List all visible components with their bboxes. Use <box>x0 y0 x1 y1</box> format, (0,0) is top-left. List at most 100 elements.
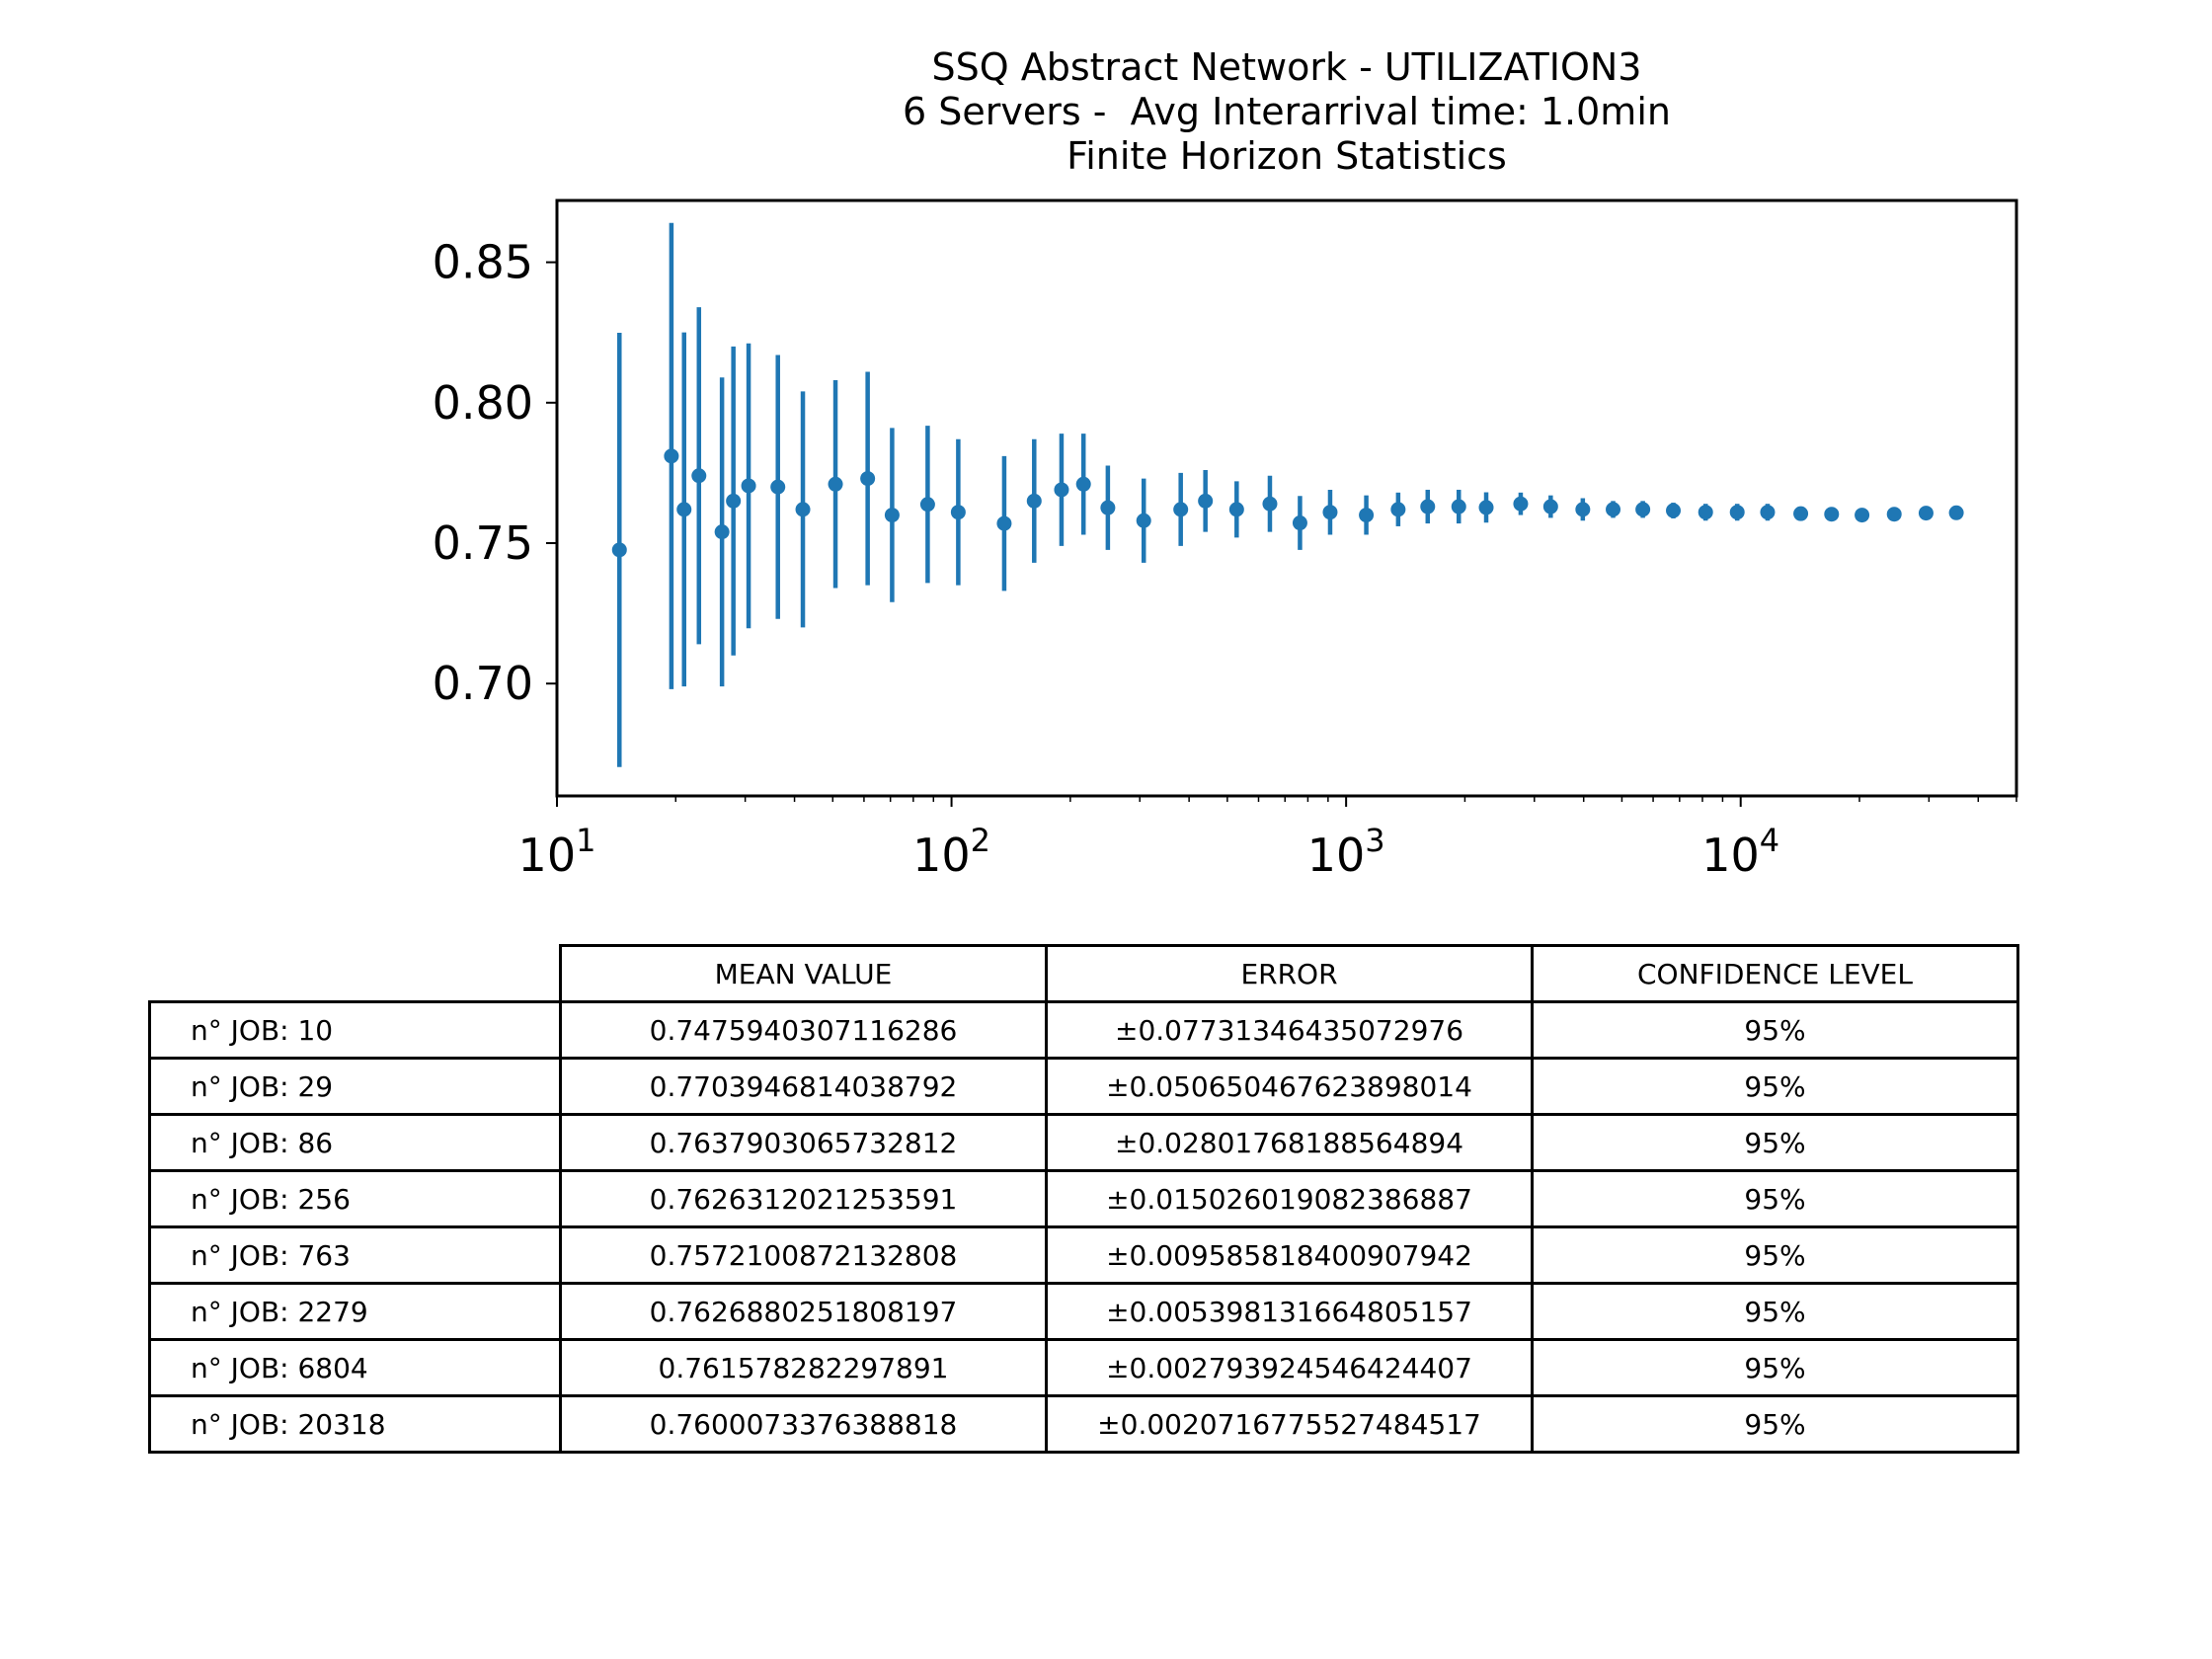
statistics-table: MEAN VALUE ERROR CONFIDENCE LEVEL n° JOB… <box>148 944 2019 1454</box>
data-marks <box>611 222 1964 767</box>
error-cell: ±0.0020716775527484517 <box>1045 1394 1534 1454</box>
data-point <box>1760 505 1776 520</box>
confidence-cell: 95% <box>1531 1000 2019 1060</box>
data-point <box>884 508 900 523</box>
data-point <box>1075 476 1091 492</box>
mean-cell: 0.761578282297891 <box>559 1338 1048 1397</box>
error-cell: ±0.07731346435072976 <box>1045 1000 1534 1060</box>
x-tick-label: 102 <box>912 822 990 882</box>
confidence-cell: 95% <box>1531 1113 2019 1172</box>
data-point <box>1886 507 1902 522</box>
data-point <box>1100 500 1116 515</box>
confidence-cell: 95% <box>1531 1394 2019 1454</box>
axis-ticks: 0.70 0.75 0.80 0.85 101 102 103 104 <box>433 236 2017 882</box>
confidence-cell: 95% <box>1531 1169 2019 1228</box>
data-point <box>1136 513 1151 528</box>
data-point <box>611 542 627 558</box>
mean-cell: 0.7626880251808197 <box>559 1282 1048 1341</box>
x-tick-label: 103 <box>1307 822 1385 882</box>
confidence-cell: 95% <box>1531 1225 2019 1285</box>
data-point <box>1262 496 1278 512</box>
table-row: n° JOB: 10 0.7475940307116286 ±0.0773134… <box>148 1000 2019 1060</box>
data-point <box>1855 508 1870 523</box>
table-row: n° JOB: 763 0.7572100872132808 ±0.009585… <box>148 1225 2019 1285</box>
x-tick-label: 101 <box>518 822 596 882</box>
data-point <box>741 478 756 494</box>
error-cell: ±0.015026019082386887 <box>1045 1169 1534 1228</box>
data-point <box>1666 503 1682 518</box>
data-point <box>1390 502 1406 517</box>
table-row: n° JOB: 2279 0.7626880251808197 ±0.00539… <box>148 1282 2019 1341</box>
error-cell: ±0.050650467623898014 <box>1045 1057 1534 1116</box>
data-point <box>860 471 876 487</box>
table-row: n° JOB: 20318 0.7600073376388818 ±0.0020… <box>148 1394 2019 1454</box>
table-row: n° JOB: 86 0.7637903065732812 ±0.0280176… <box>148 1113 2019 1172</box>
data-point <box>996 515 1012 531</box>
confidence-cell: 95% <box>1531 1338 2019 1397</box>
y-tick-label: 0.75 <box>433 516 533 570</box>
data-point <box>919 497 935 513</box>
data-point <box>1918 506 1934 521</box>
confidence-cell: 95% <box>1531 1057 2019 1116</box>
data-point <box>1606 502 1621 517</box>
data-point <box>770 479 786 495</box>
data-point <box>828 476 843 492</box>
chart-title: SSQ Abstract Network - UTILIZATION3 6 Se… <box>557 45 2016 179</box>
data-point <box>714 524 730 540</box>
data-point <box>1322 505 1338 520</box>
header-confidence-level: CONFIDENCE LEVEL <box>1531 944 2019 1003</box>
data-point <box>1478 500 1494 515</box>
plot-frame <box>555 198 2018 798</box>
mean-cell: 0.7572100872132808 <box>559 1225 1048 1285</box>
y-tick-label: 0.80 <box>433 376 533 430</box>
y-tick-label: 0.70 <box>433 657 533 710</box>
data-point <box>1575 502 1591 517</box>
data-point <box>1228 502 1244 517</box>
data-point <box>1451 499 1466 514</box>
error-cell: ±0.009585818400907942 <box>1045 1225 1534 1285</box>
row-label: n° JOB: 256 <box>148 1169 562 1228</box>
data-point <box>1635 502 1651 517</box>
data-point <box>676 502 692 517</box>
table-row: n° JOB: 29 0.7703946814038792 ±0.0506504… <box>148 1057 2019 1116</box>
data-point <box>1420 499 1436 514</box>
data-point <box>795 502 811 517</box>
data-point <box>1729 505 1745 520</box>
row-label: n° JOB: 86 <box>148 1113 562 1172</box>
data-point <box>1026 493 1042 509</box>
row-label: n° JOB: 10 <box>148 1000 562 1060</box>
data-point <box>950 505 966 520</box>
data-point <box>1173 502 1189 517</box>
header-mean-value: MEAN VALUE <box>559 944 1048 1003</box>
data-point <box>726 493 742 509</box>
row-label: n° JOB: 29 <box>148 1057 562 1116</box>
table-corner-cell <box>150 946 561 1002</box>
data-point <box>1198 493 1214 509</box>
mean-cell: 0.7626312021253591 <box>559 1169 1048 1228</box>
data-point <box>1793 506 1809 521</box>
row-label: n° JOB: 20318 <box>148 1394 562 1454</box>
error-cell: ±0.002793924546424407 <box>1045 1338 1534 1397</box>
x-tick-label: 104 <box>1701 822 1779 882</box>
row-label: n° JOB: 763 <box>148 1225 562 1285</box>
row-label: n° JOB: 6804 <box>148 1338 562 1397</box>
row-label: n° JOB: 2279 <box>148 1282 562 1341</box>
chart-title-line-1: SSQ Abstract Network - UTILIZATION3 <box>931 45 1642 89</box>
data-point <box>1292 515 1307 531</box>
data-point <box>1698 505 1713 520</box>
data-point <box>1824 507 1840 522</box>
data-point <box>1054 482 1069 498</box>
data-point <box>1948 505 1964 520</box>
data-point <box>691 468 707 484</box>
data-point <box>664 448 679 464</box>
confidence-cell: 95% <box>1531 1282 2019 1341</box>
mean-cell: 0.7637903065732812 <box>559 1113 1048 1172</box>
mean-cell: 0.7475940307116286 <box>559 1000 1048 1060</box>
data-point <box>1359 508 1375 523</box>
data-point <box>1513 496 1529 512</box>
error-cell: ±0.005398131664805157 <box>1045 1282 1534 1341</box>
data-point <box>1542 499 1558 514</box>
y-tick-label: 0.85 <box>433 236 533 289</box>
table-row: n° JOB: 256 0.7626312021253591 ±0.015026… <box>148 1169 2019 1228</box>
